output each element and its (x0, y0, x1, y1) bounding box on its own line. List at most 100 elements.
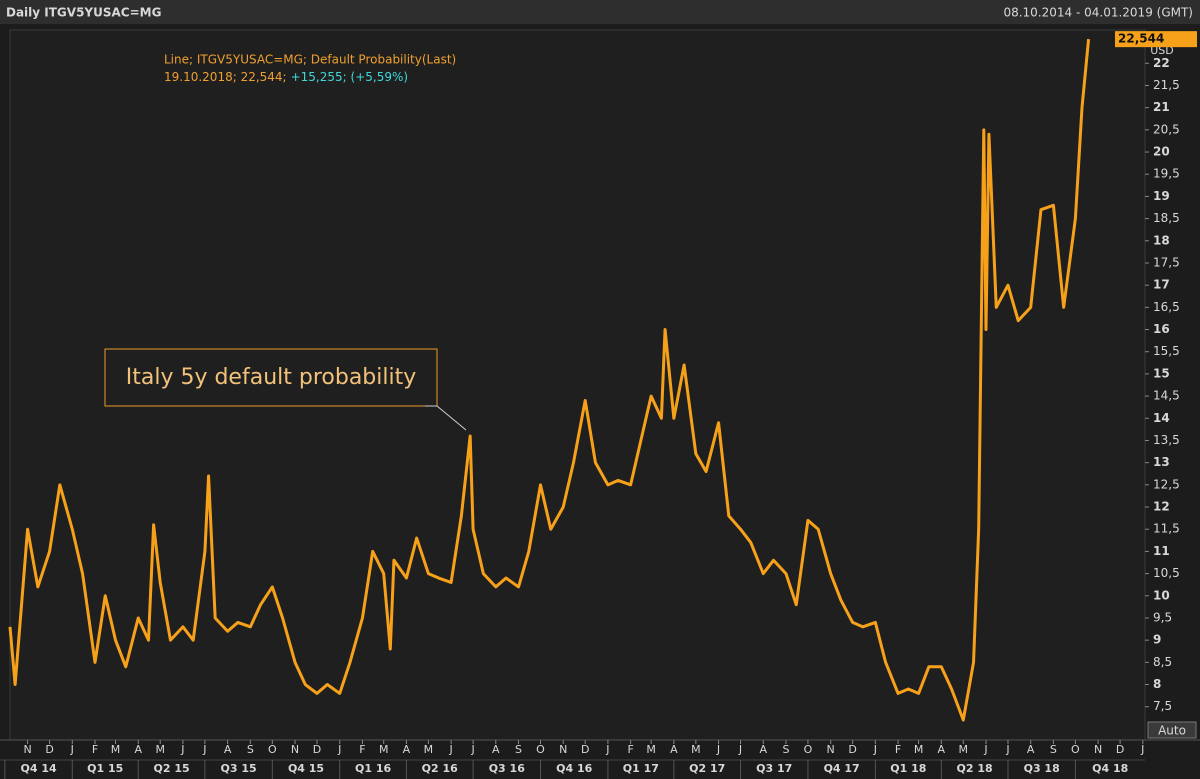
x-tick-label: O (268, 743, 277, 756)
y-tick-label: 19 (1153, 189, 1170, 203)
x-tick-label: S (515, 743, 522, 756)
x-tick-label: D (848, 743, 856, 756)
y-tick-label: 15,5 (1153, 344, 1180, 358)
x-tick-label: D (1116, 743, 1124, 756)
x-tick-label: A (134, 743, 142, 756)
x-tick-label: M (646, 743, 656, 756)
x-tick-label: N (827, 743, 835, 756)
x-tick-label: N (23, 743, 31, 756)
quarter-label: Q1 16 (355, 762, 391, 775)
y-tick-label: 9,5 (1153, 610, 1172, 624)
auto-button[interactable] (1147, 721, 1197, 739)
x-tick-label: M (691, 743, 701, 756)
y-tick-label: 10,5 (1153, 566, 1180, 580)
y-tick-label: 13,5 (1153, 433, 1180, 447)
y-tick-label: 13 (1153, 455, 1170, 469)
x-tick-label: O (536, 743, 545, 756)
last-value-box (1115, 31, 1197, 48)
quarter-label: Q4 16 (556, 762, 592, 775)
legend-last: 19.10.2018; 22,544; +15,255; (+5,59%) (164, 70, 408, 84)
header-bar (0, 0, 1200, 24)
chart-title: Daily ITGV5YUSAC=MG (6, 6, 161, 20)
y-tick-label: 15 (1153, 366, 1170, 380)
y-tick-label: 18,5 (1153, 211, 1180, 225)
x-tick-label: J (605, 743, 609, 756)
x-tick-label: D (45, 743, 53, 756)
x-tick-label: A (224, 743, 232, 756)
y-tick-label: 9 (1153, 633, 1161, 647)
annotation-pointer (425, 405, 467, 431)
y-tick-label: 21,5 (1153, 78, 1180, 92)
y-tick-label: 8,5 (1153, 655, 1172, 669)
y-tick-label: 10 (1153, 588, 1170, 602)
y-tick-label: 21 (1153, 100, 1170, 114)
x-tick-label: F (895, 743, 901, 756)
x-tick-label: J (70, 743, 74, 756)
x-tick-label: A (759, 743, 767, 756)
x-tick-label: A (1027, 743, 1035, 756)
quarter-label: Q4 18 (1092, 762, 1128, 775)
y-tick-label: 12,5 (1153, 477, 1180, 491)
y-tick-label: 22 (1153, 56, 1170, 70)
quarter-label: Q1 15 (87, 762, 123, 775)
x-tick-label: F (627, 743, 633, 756)
auto-button-label[interactable]: Auto (1158, 724, 1186, 738)
x-tick-label: J (202, 743, 206, 756)
y-tick-label: 11 (1153, 544, 1170, 558)
y-tick-label: 8 (1153, 677, 1161, 691)
x-tick-label: J (983, 743, 987, 756)
y-tick-label: 16 (1153, 322, 1170, 336)
x-tick-label: A (403, 743, 411, 756)
x-tick-label: J (470, 743, 474, 756)
x-tick-label: J (1140, 743, 1144, 756)
legend-last-text: 19.10.2018; 22,544; (164, 70, 287, 84)
x-tick-label: A (492, 743, 500, 756)
chart-subtitle: 08.10.2014 - 04.01.2019 (GMT) (1003, 6, 1193, 20)
y-tick-label: 20 (1153, 145, 1170, 159)
quarter-label: Q3 18 (1024, 762, 1060, 775)
x-tick-label: N (1094, 743, 1102, 756)
x-tick-label: D (313, 743, 321, 756)
x-tick-label: J (180, 743, 184, 756)
x-tick-label: M (111, 743, 121, 756)
x-tick-label: A (938, 743, 946, 756)
x-tick-label: D (581, 743, 589, 756)
quarter-label: Q2 16 (422, 762, 458, 775)
x-tick-label: M (424, 743, 434, 756)
x-tick-label: S (782, 743, 789, 756)
quarter-label: Q1 17 (623, 762, 659, 775)
series-line (8, 38, 1091, 722)
x-tick-label: M (959, 743, 969, 756)
x-tick-label: J (738, 743, 742, 756)
quarter-label: Q2 15 (153, 762, 189, 775)
x-tick-label: M (379, 743, 389, 756)
y-tick-label: 16,5 (1153, 300, 1180, 314)
x-tick-label: S (1050, 743, 1057, 756)
x-tick-label: J (337, 743, 341, 756)
x-tick-label: J (716, 743, 720, 756)
y-tick-label: 19,5 (1153, 167, 1180, 181)
x-tick-label: N (291, 743, 299, 756)
x-tick-label: N (559, 743, 567, 756)
x-tick-label: S (247, 743, 254, 756)
x-tick-label: M (914, 743, 924, 756)
legend-line: Line; ITGV5YUSAC=MG; Default Probability… (164, 53, 456, 67)
quarter-label: Q4 15 (288, 762, 324, 775)
quarter-label: Q4 17 (824, 762, 860, 775)
y-tick-label: 18 (1153, 233, 1170, 247)
y-tick-label: 17 (1153, 278, 1170, 292)
y-tick-label: 14,5 (1153, 389, 1180, 403)
quarter-label: Q3 16 (489, 762, 525, 775)
legend-change: +15,255; (+5,59%) (291, 70, 408, 84)
x-tick-label: J (873, 743, 877, 756)
x-tick-label: F (92, 743, 98, 756)
annotation-text: Italy 5y default probability (126, 365, 417, 390)
x-tick-label: M (155, 743, 165, 756)
quarter-label: Q3 17 (756, 762, 792, 775)
last-value-label: 22,544 (1118, 32, 1164, 46)
y-tick-label: 11,5 (1153, 522, 1180, 536)
quarter-label: Q2 17 (689, 762, 725, 775)
annotation-box (104, 348, 438, 407)
x-tick-label: J (1005, 743, 1009, 756)
